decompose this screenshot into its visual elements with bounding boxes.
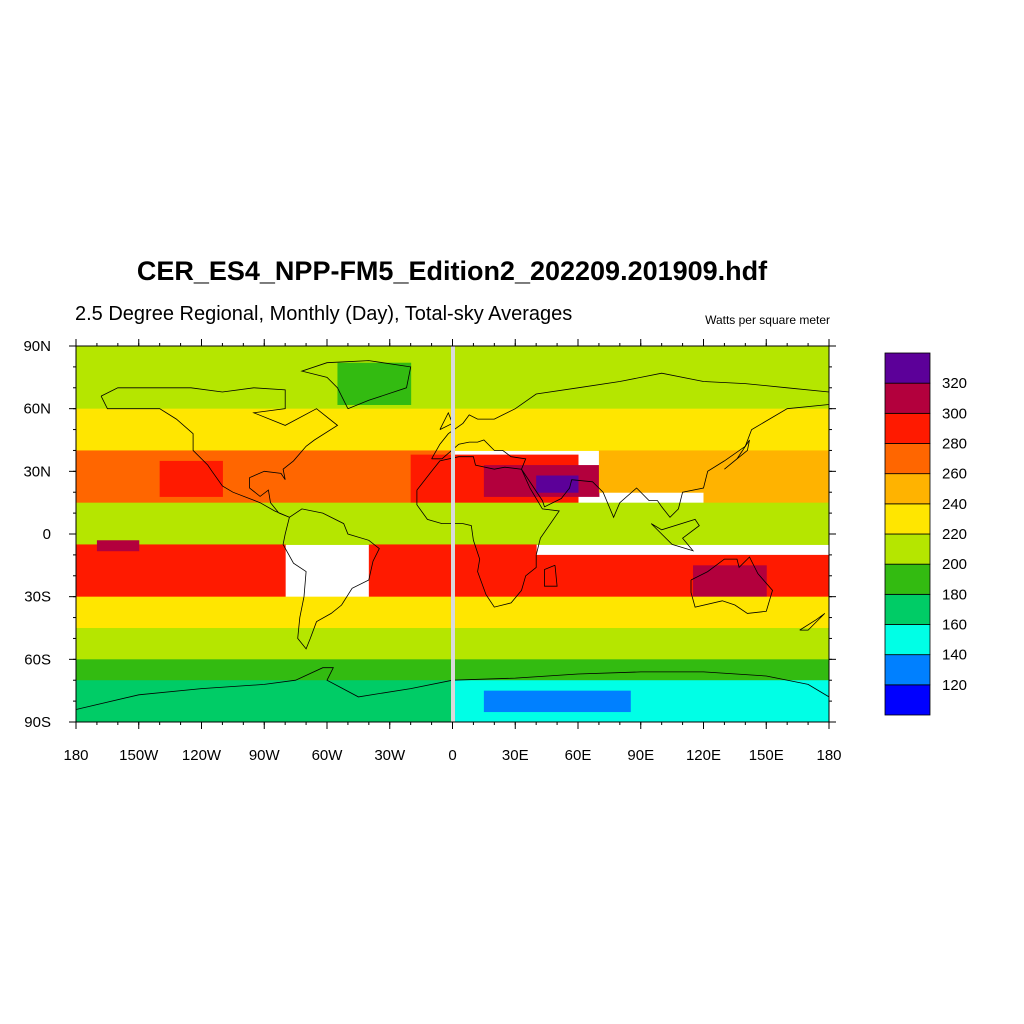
field-region-16 bbox=[536, 554, 829, 598]
field-region-8 bbox=[536, 475, 579, 493]
field-region-1 bbox=[337, 362, 412, 405]
lon-tick-label: 150W bbox=[119, 747, 159, 764]
colorbar-swatch bbox=[884, 412, 931, 444]
colorbar-label: 120 bbox=[942, 677, 967, 694]
colorbar-label: 260 bbox=[942, 466, 967, 483]
coastline-7 bbox=[544, 564, 558, 587]
lon-tick-label: 180 bbox=[63, 747, 88, 764]
lon-tick-label: 120W bbox=[182, 747, 222, 764]
field-region-21 bbox=[76, 680, 453, 722]
map-title: CER_ES4_NPP-FM5_Edition2_202209.201909.h… bbox=[136, 256, 768, 286]
colorbar-swatch bbox=[884, 503, 931, 535]
colorbar-swatch bbox=[884, 473, 931, 505]
coastline-10 bbox=[724, 439, 750, 470]
colorbar-label: 220 bbox=[942, 526, 967, 543]
field-region-15 bbox=[473, 544, 537, 598]
lon-tick-label: 30W bbox=[374, 747, 406, 764]
lat-tick-label: 90N bbox=[23, 338, 51, 355]
colorbar-label: 320 bbox=[942, 375, 967, 392]
coastline-1 bbox=[282, 508, 380, 650]
lon-tick-label: 0 bbox=[448, 747, 456, 764]
colorbar-label: 280 bbox=[942, 436, 967, 453]
field-region-23 bbox=[483, 690, 631, 713]
coastlines bbox=[76, 360, 829, 710]
lon-tick-label: 60E bbox=[565, 747, 592, 764]
units-label: Watts per square meter bbox=[705, 313, 830, 327]
colorbar-swatch bbox=[884, 593, 931, 625]
field-region-12 bbox=[76, 544, 286, 598]
lat-tick-label: 60N bbox=[23, 401, 51, 418]
coastline-2 bbox=[431, 372, 829, 519]
field-region-17 bbox=[693, 565, 767, 598]
colorbar-label: 200 bbox=[942, 556, 967, 573]
lon-tick-label: 90W bbox=[249, 747, 281, 764]
coastline-5 bbox=[76, 667, 829, 710]
colorbar-swatch bbox=[884, 563, 931, 595]
lon-tick-label: 90E bbox=[627, 747, 654, 764]
lat-tick-label: 90S bbox=[24, 714, 51, 731]
colorbar-swatch bbox=[884, 684, 931, 716]
lat-tick-label: 60S bbox=[24, 651, 51, 668]
lon-tick-label: 60W bbox=[312, 747, 344, 764]
lat-tick-label: 30N bbox=[23, 463, 51, 480]
colorbar-label: 240 bbox=[942, 496, 967, 513]
coastline-0 bbox=[100, 387, 339, 518]
coastline-11 bbox=[799, 613, 826, 631]
lon-tick-label: 120E bbox=[686, 747, 721, 764]
missing-data-strip bbox=[451, 346, 455, 722]
colorbar: 120 140 160 180 200 220 240 260 280 300 320 bbox=[884, 352, 967, 716]
colorbar-swatch bbox=[884, 624, 931, 656]
colorbar-label: 160 bbox=[942, 617, 967, 634]
coastline-4 bbox=[690, 556, 773, 614]
field-region-14 bbox=[368, 544, 474, 598]
coastline-9 bbox=[439, 411, 454, 430]
field-region-10 bbox=[703, 450, 829, 504]
colorbar-swatch bbox=[884, 352, 931, 384]
lon-tick-label: 180 bbox=[816, 747, 841, 764]
axis-ticks bbox=[69, 339, 836, 729]
coastline-8 bbox=[650, 518, 700, 552]
field-region-4 bbox=[159, 460, 223, 497]
colorbar-label: 300 bbox=[942, 405, 967, 422]
field-region-9 bbox=[598, 450, 704, 493]
axis-tick-labels: 180 150W 120W 90W 60W 30W 0 30E 60E 90E 120E 150E 18… bbox=[23, 338, 841, 764]
colorbar-label: 140 bbox=[942, 647, 967, 664]
colorbar-swatch bbox=[884, 533, 931, 565]
map-subtitle: 2.5 Degree Regional, Monthly (Day), Tota… bbox=[75, 303, 573, 325]
lon-tick-label: 150E bbox=[749, 747, 784, 764]
colorbar-swatch bbox=[884, 654, 931, 686]
coastline-6 bbox=[300, 360, 412, 410]
field-region-13 bbox=[96, 540, 140, 552]
colorbar-swatch bbox=[884, 443, 931, 475]
colorbar-swatch bbox=[884, 382, 931, 414]
lat-tick-label: 0 bbox=[43, 526, 51, 543]
coastline-3 bbox=[416, 456, 560, 608]
lat-tick-label: 30S bbox=[24, 589, 51, 606]
lon-tick-label: 30E bbox=[502, 747, 529, 764]
colorbar-label: 180 bbox=[942, 586, 967, 603]
